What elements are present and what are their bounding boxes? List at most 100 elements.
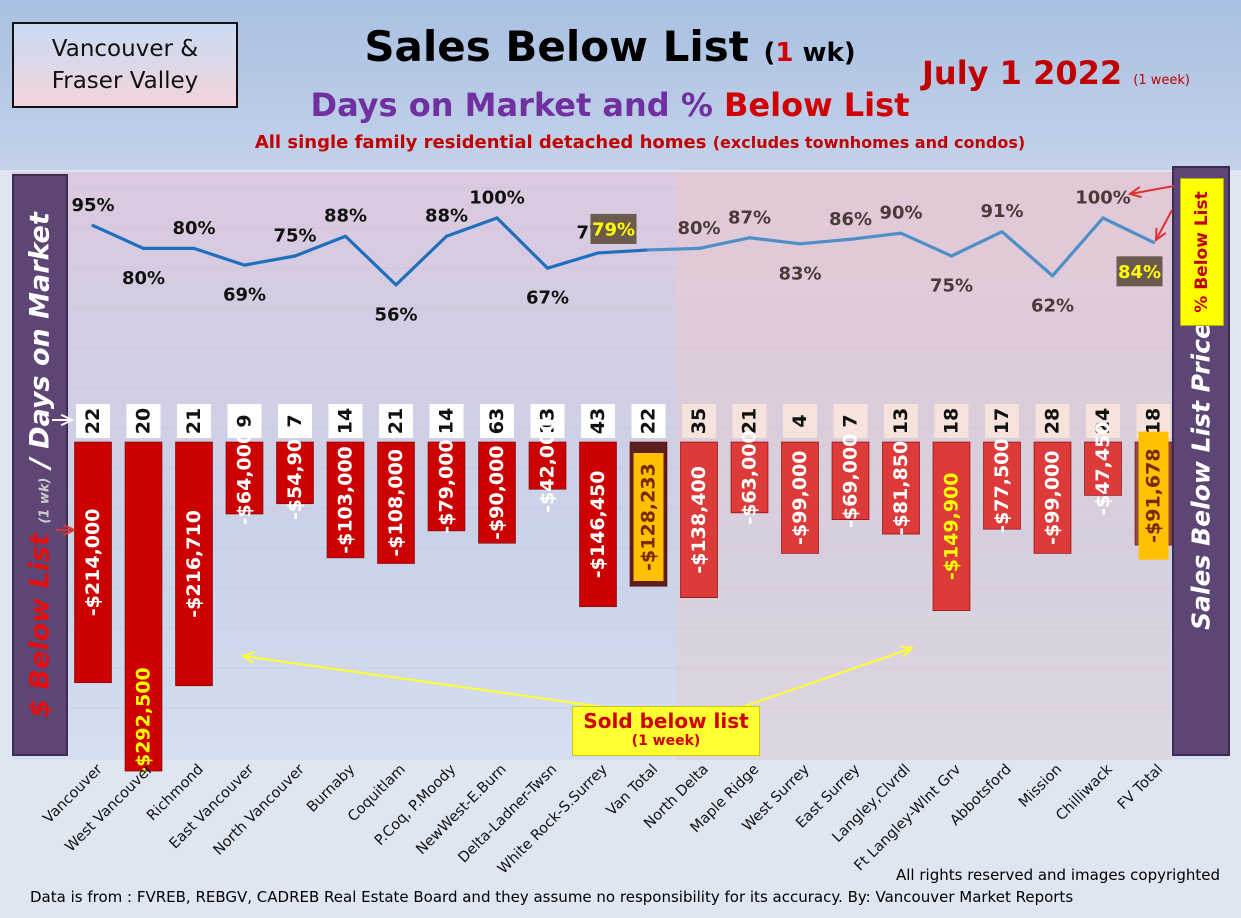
category-label: FV Total <box>1115 762 1166 813</box>
pct-line-segment <box>1101 216 1156 244</box>
category-label: East Vancouver <box>167 761 258 852</box>
pct-label: 83% <box>778 263 821 284</box>
money-label: -$99,000 <box>789 450 811 544</box>
pct-line-segment <box>91 224 146 250</box>
callout-arrow-left-head <box>240 651 255 664</box>
dom-label-box <box>884 404 918 438</box>
money-label: -$77,500 <box>991 438 1013 532</box>
pct-line-segment <box>697 236 752 250</box>
dom-label-box <box>581 404 615 438</box>
pct-label: 79% <box>592 219 635 240</box>
pct-arrow-upper-head <box>1127 186 1142 199</box>
region-line-2: Fraser Valley <box>51 68 199 94</box>
money-label: -$214,000 <box>82 509 104 617</box>
below-list-bar <box>225 441 264 515</box>
bars-group: 22 -$214,000 20 -$292,500 21 -$216,710 9 -$64,0… <box>74 404 1173 775</box>
pct-line-segment <box>1050 216 1105 278</box>
pct-label: 84% <box>1118 262 1161 283</box>
below-list-bar <box>528 441 567 490</box>
callout-line-2: (1 week) <box>631 733 701 749</box>
pct-line-segment <box>545 251 600 270</box>
dom-label-box <box>278 404 312 438</box>
below-list-bar <box>1084 441 1122 496</box>
dom-label-box <box>76 404 110 438</box>
below-list-bar <box>276 441 314 505</box>
money-label: -$292,500 <box>133 667 155 775</box>
money-axis-arrow-head <box>62 523 77 537</box>
date-small: (1 week) <box>1133 73 1190 88</box>
dom-label: 14 <box>436 408 458 434</box>
pct-label: 75% <box>273 226 316 247</box>
dom-label: 24 <box>1092 408 1114 434</box>
dom-label: 21 <box>183 408 205 434</box>
region-box: Vancouver & Fraser Valley <box>12 22 238 108</box>
money-label: -$108,000 <box>385 449 407 557</box>
dom-label: 21 <box>739 408 761 434</box>
money-label: -$69,000 <box>840 434 862 528</box>
money-label: -$79,000 <box>436 439 458 533</box>
note-small: (excludes townhomes and condos) <box>712 133 1026 152</box>
pct-label: 87% <box>728 207 771 228</box>
pct-line-segment <box>596 248 651 255</box>
category-label: North Vancouver <box>211 761 308 858</box>
pct-label: 95% <box>71 195 114 216</box>
pct-line-segment <box>444 216 499 238</box>
pct-label: 80% <box>677 218 720 239</box>
pct-line-segment <box>747 236 802 246</box>
below-list-bar <box>427 441 466 532</box>
below-list-bar <box>579 441 617 608</box>
dom-label: 7 <box>284 414 306 427</box>
dom-label-box <box>985 404 1019 438</box>
category-label: West Vancouver <box>63 761 157 855</box>
money-label-box <box>1138 431 1169 560</box>
dom-label-box <box>1086 404 1120 438</box>
dom-label: 28 <box>1042 408 1064 434</box>
dom-label: 20 <box>133 408 155 434</box>
dom-label-box <box>480 404 514 438</box>
money-label: -$90,000 <box>486 445 508 539</box>
pct-label: 100% <box>469 188 525 209</box>
callout-arrow-right-head <box>899 645 915 658</box>
copyright-note: All rights reserved and images copyright… <box>896 866 1220 884</box>
dom-label: 43 <box>587 408 609 434</box>
pct-label: 86% <box>829 209 872 230</box>
pct-line-segment <box>192 246 247 267</box>
below-list-bar <box>124 441 163 772</box>
pct-label: 91% <box>980 201 1023 222</box>
title-paren-rest: wk) <box>793 38 856 68</box>
money-label: -$128,233 <box>638 463 660 571</box>
pct-line-segment <box>495 216 550 270</box>
dom-label: 17 <box>991 408 1013 434</box>
dom-label: 18 <box>941 408 963 434</box>
pct-label: 75% <box>930 276 973 297</box>
below-list-bar <box>781 441 819 554</box>
below-list-bar <box>831 441 870 520</box>
pct-label: 56% <box>374 304 417 325</box>
money-label: -$146,450 <box>587 471 609 579</box>
chart-subtitle: Days on Market and % Below List <box>290 86 930 124</box>
pct-label: 90% <box>879 203 922 224</box>
money-label: -$47,450 <box>1092 421 1114 515</box>
category-label: Delta-Ladner-Twsn <box>456 762 561 867</box>
callout-arrow-left <box>242 655 611 709</box>
pct-arrow-lower-head <box>1154 227 1167 243</box>
dom-label-box <box>530 404 565 438</box>
dom-label-box <box>631 404 666 438</box>
dom-label-box <box>1035 404 1070 438</box>
pct-arrow-lower <box>1155 209 1173 241</box>
note-main: All single family residential detached h… <box>254 132 707 153</box>
below-list-bar <box>730 441 769 514</box>
pct-label: 80% <box>122 268 165 289</box>
money-label: -$99,000 <box>1042 450 1064 544</box>
dom-label-box <box>429 404 464 438</box>
pct-line-segment <box>293 234 348 258</box>
callout-arrow-right <box>739 647 913 709</box>
pct-label: 69% <box>223 285 266 306</box>
pct-label: 88% <box>425 206 468 227</box>
title-paren-num: 1 <box>775 38 794 68</box>
below-list-bar <box>932 441 971 611</box>
below-list-bar <box>175 441 213 687</box>
dom-label-box <box>379 404 413 438</box>
money-label: -$103,000 <box>335 446 357 554</box>
dom-label: 22 <box>638 408 660 434</box>
